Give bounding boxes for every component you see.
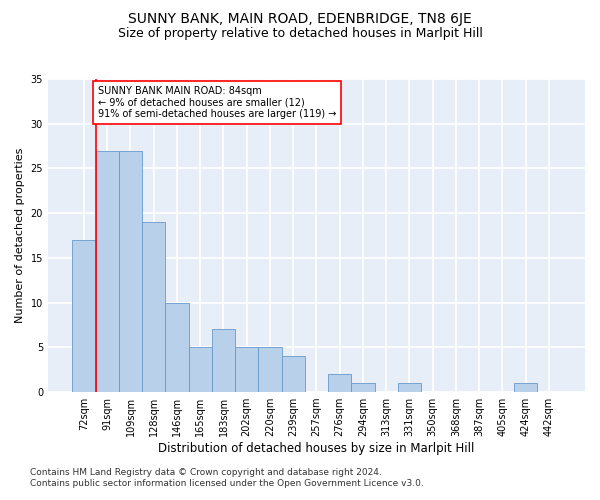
Bar [398,383,421,392]
Bar [235,348,259,392]
Bar [328,374,352,392]
Bar [142,222,166,392]
Bar [119,150,142,392]
Bar [212,330,235,392]
Bar [73,240,95,392]
Bar [259,348,281,392]
Text: Contains HM Land Registry data © Crown copyright and database right 2024.
Contai: Contains HM Land Registry data © Crown c… [30,468,424,487]
Bar [514,383,538,392]
Bar [281,356,305,392]
Y-axis label: Number of detached properties: Number of detached properties [15,148,25,323]
Text: SUNNY BANK, MAIN ROAD, EDENBRIDGE, TN8 6JE: SUNNY BANK, MAIN ROAD, EDENBRIDGE, TN8 6… [128,12,472,26]
Bar [352,383,374,392]
X-axis label: Distribution of detached houses by size in Marlpit Hill: Distribution of detached houses by size … [158,442,475,455]
Bar [95,150,119,392]
Text: Size of property relative to detached houses in Marlpit Hill: Size of property relative to detached ho… [118,28,482,40]
Text: SUNNY BANK MAIN ROAD: 84sqm
← 9% of detached houses are smaller (12)
91% of semi: SUNNY BANK MAIN ROAD: 84sqm ← 9% of deta… [98,86,336,120]
Bar [188,348,212,392]
Bar [166,302,188,392]
